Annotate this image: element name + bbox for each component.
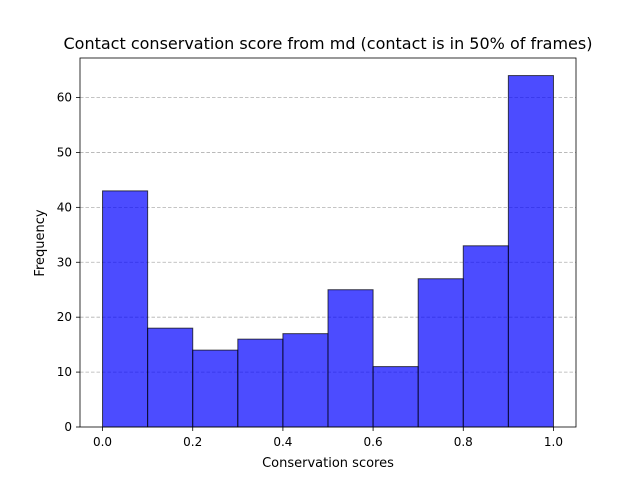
y-tick-label: 30 xyxy=(57,255,72,269)
x-tick-label: 0.0 xyxy=(93,435,112,449)
plot-frame xyxy=(79,57,577,428)
histogram-bar xyxy=(507,75,554,428)
x-tick-label: 0.2 xyxy=(183,435,202,449)
y-tick-label: 0 xyxy=(64,420,72,434)
y-tick-label: 20 xyxy=(57,310,72,324)
x-axis-label: Conservation scores xyxy=(262,456,394,471)
x-tick-label: 0.8 xyxy=(454,435,473,449)
y-tick-label: 40 xyxy=(57,200,72,214)
histogram-bar xyxy=(327,289,374,428)
y-axis-ticks: 0 10 20 30 40 50 60 xyxy=(57,91,80,434)
histogram-bar xyxy=(192,349,239,428)
histogram-bars xyxy=(102,75,554,428)
y-tick-label: 10 xyxy=(57,365,72,379)
histogram-bar xyxy=(462,245,509,428)
x-tick-label: 1.0 xyxy=(544,435,563,449)
x-tick-label: 0.6 xyxy=(364,435,383,449)
x-tick-label: 0.4 xyxy=(273,435,292,449)
chart-title: Contact conservation score from md (cont… xyxy=(64,34,593,53)
histogram-bar xyxy=(102,190,149,428)
histogram-bar xyxy=(282,333,329,428)
histogram-bar xyxy=(237,338,284,428)
histogram-bar xyxy=(417,278,464,428)
x-axis-ticks: 0.0 0.2 0.4 0.6 0.8 1.0 xyxy=(93,427,563,449)
y-tick-label: 60 xyxy=(57,91,72,105)
y-tick-label: 50 xyxy=(57,145,72,159)
histogram-bar xyxy=(372,366,419,428)
histogram-bar xyxy=(147,327,194,428)
y-axis-label: Frequency xyxy=(33,209,48,276)
